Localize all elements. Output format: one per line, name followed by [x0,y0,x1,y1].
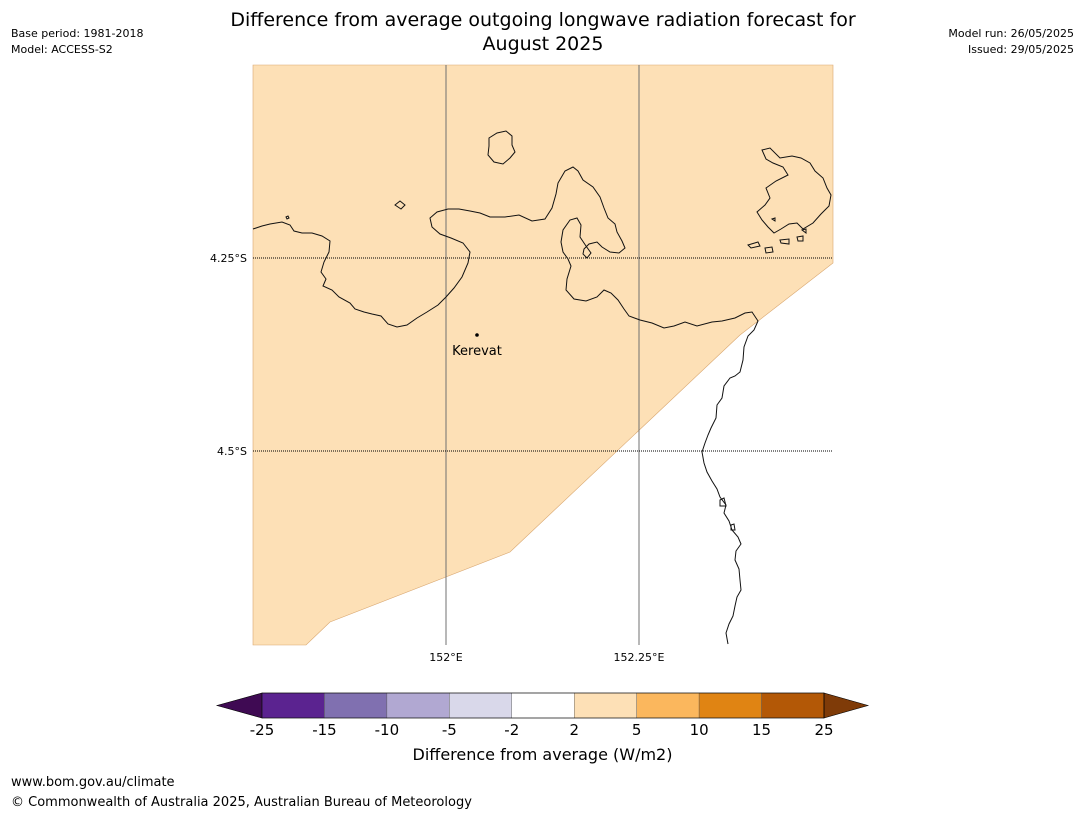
model-name: Model: ACCESS-S2 [11,43,113,56]
island-7 [796,235,804,242]
colorbar-segment [574,692,637,719]
model-run: Model run: 26/05/2025 [948,27,1074,40]
island-4 [747,241,761,249]
colorbar-segment [261,692,325,719]
title-line-1: Difference from average outgoing longwav… [230,9,856,31]
lat-label-4-25: 4.25°S [210,252,247,265]
colorbar-segment [324,692,388,719]
colorbar-tick-label: -15 [312,721,337,739]
lon-label-152-25: 152.25°E [614,651,665,664]
meta-left: Base period: 1981-2018 Model: ACCESS-S2 [11,26,143,58]
colorbar-segment [386,692,450,719]
footer-url: www.bom.gov.au/climate [11,775,175,790]
kerevat-label: Kerevat [452,344,502,359]
island-1 [487,130,516,165]
chart-title: Difference from average outgoing longwav… [143,8,943,56]
colorbar-tick-label: -25 [250,721,275,739]
island-2 [394,200,406,210]
colorbar-segment [511,692,575,719]
island-10 [719,497,727,507]
colorbar-segment [636,692,700,719]
meta-right: Model run: 26/05/2025 Issued: 29/05/2025 [948,26,1074,58]
island-3 [756,147,832,234]
colorbar-tick-label: 5 [632,721,642,739]
colorbar-segment [698,692,762,719]
colorbar-frame [261,692,825,719]
colorbar-arrow-low [215,692,263,719]
base-period: Base period: 1981-2018 [11,27,144,40]
colorbar-tick-label: -5 [442,721,457,739]
footer-copyright: © Commonwealth of Australia 2025, Austra… [11,795,472,810]
island-8 [800,228,807,234]
title-line-2: August 2025 [482,33,604,55]
colorbar-arrow-high [823,692,870,719]
lat-label-4-5: 4.5°S [217,445,247,458]
colorbar-tick-label: 2 [569,721,579,739]
colorbar-tick-label: -10 [375,721,400,739]
islet-1 [285,215,290,220]
coastlines [252,130,832,645]
lon-label-152: 152°E [429,651,462,664]
colorbar-segment [449,692,512,719]
island-5 [764,246,774,254]
colorbar-segment [761,692,825,719]
colorbar-tick-label: 25 [814,721,833,739]
colorbar-tick-label: -2 [504,721,519,739]
colorbar: -25 -15 -10 -5 -2 2 5 10 15 25 [215,692,870,739]
colorbar-label: Difference from average (W/m2) [412,745,673,764]
island-9 [770,217,776,222]
issued-date: Issued: 29/05/2025 [967,43,1074,56]
anomaly-fill-region [252,64,834,646]
coastline-main [252,166,759,645]
colorbar-tick-label: 10 [690,721,709,739]
colorbar-tick-label: 15 [752,721,771,739]
kerevat-marker [475,333,479,337]
island-11 [730,523,736,531]
island-6 [779,238,790,245]
